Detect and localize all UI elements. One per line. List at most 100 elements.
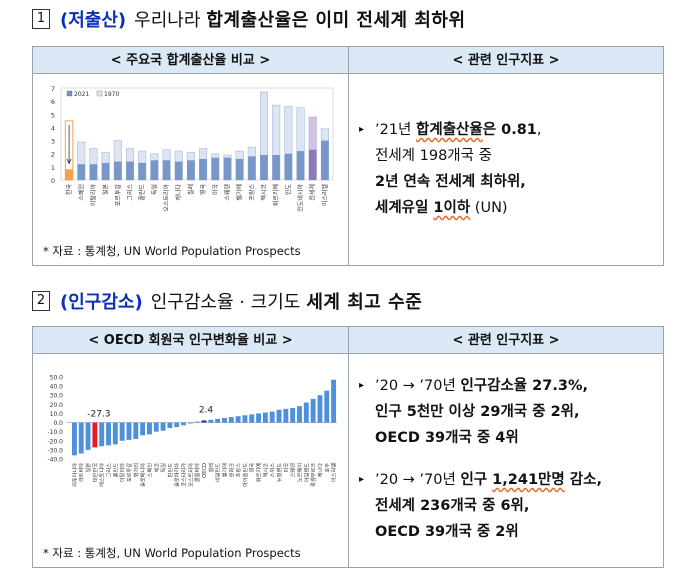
x-tick-label: 그리스 <box>126 184 134 201</box>
bar-2021 <box>235 158 244 180</box>
indicator-line: ’20 → ’70년 인구감소율 27.3%, <box>359 373 655 399</box>
x-tick-label: 코스타리카 <box>180 463 188 487</box>
bar <box>201 420 207 423</box>
indicator-line: 전세계 236개국 중 6위, <box>359 493 655 519</box>
text: OECD 39개국 중 <box>375 524 496 540</box>
bar <box>167 422 173 429</box>
bar <box>303 402 309 423</box>
x-tick-label: 그리스 <box>105 463 113 478</box>
section1-indicator: ▸ ’21년 합계출산율은 0.81, 전세계 198개국 중 2년 연속 전세… <box>359 117 655 221</box>
y-tick-label: 0 <box>51 177 55 185</box>
section2-tag: (인구감소) <box>60 292 143 313</box>
x-tick-label: 미국 <box>211 184 219 196</box>
x-tick-label: 인도네시아 <box>297 184 305 212</box>
x-tick-label: 스웨덴 <box>223 184 231 201</box>
section1-tag: (저출산) <box>60 10 127 31</box>
y-tick-label: 40.0 <box>50 384 64 391</box>
x-tick-label: 이스라엘 <box>321 184 329 207</box>
x-tick-label: 미국 <box>282 463 290 473</box>
y-tick-label: 10.0 <box>50 411 64 418</box>
x-tick-label: 폴란드 <box>112 463 119 478</box>
section2-headline: 세계 최고 수준 <box>306 292 423 313</box>
bar-2021 <box>101 162 110 180</box>
bar <box>283 408 289 423</box>
indicator-line: ’20 → ’70년 인구 1,241만명 감소, <box>359 467 655 493</box>
x-tick-label: 영국 <box>199 184 207 196</box>
x-tick-label: 노르웨이 <box>295 463 303 482</box>
x-tick-label: 튀르키예 <box>272 184 280 206</box>
bar <box>187 422 193 424</box>
x-tick-label: 룩셈부르크 <box>309 463 317 487</box>
y-tick-label: 6 <box>51 98 55 106</box>
x-tick-label: 영국 <box>248 463 256 473</box>
text: 인구 <box>460 472 493 488</box>
section1-panel: < 주요국 합계출산율 비교 > 0 1 2 3 4 5 6 7 2021 1970 한국 스페인 이탈… <box>32 46 664 266</box>
bar <box>290 407 296 423</box>
x-tick-label: 멕시코 <box>260 184 268 201</box>
x-tick-label: 폴란드 <box>139 184 146 201</box>
x-tick-label: 라트비아 <box>77 463 85 482</box>
x-tick-label: 호주 <box>324 463 331 473</box>
bar <box>242 415 248 423</box>
y-tick-label: 0.0 <box>53 420 63 427</box>
section2-indicator-header: < 관련 인구지표 > <box>349 327 663 354</box>
section1-number: 1 <box>32 9 50 29</box>
data-label: 2.4 <box>199 405 214 415</box>
bar <box>222 418 227 423</box>
indicator-line: OECD 39개국 중 2위 <box>359 519 655 545</box>
bar-2021 <box>248 156 256 180</box>
bar-2021 <box>77 164 86 180</box>
section1-indicator-column: < 관련 인구지표 > ▸ ’21년 합계출산율은 0.81, 전세계 198개… <box>349 47 663 265</box>
bar <box>160 422 166 431</box>
bar <box>174 422 180 428</box>
bar <box>228 417 234 423</box>
section2-lead: 인구감소율 · 크기도 <box>150 292 301 313</box>
text: ’21년 <box>375 122 417 138</box>
bar <box>276 409 282 423</box>
text: OECD 39개국 중 <box>375 430 496 446</box>
x-tick-label: 아이슬란드 <box>241 463 249 487</box>
x-tick-label: 이스라엘 <box>330 463 338 482</box>
bar-2021 <box>65 169 73 180</box>
x-tick-label: 오스트리아 <box>163 184 171 212</box>
bar-2021 <box>150 160 159 180</box>
y-tick-label: -40.0 <box>47 457 63 464</box>
text: 합계출산율 <box>416 122 483 138</box>
text: 감소, <box>564 472 602 488</box>
bar-2021 <box>308 149 317 180</box>
legend-label-2021: 2021 <box>74 91 89 98</box>
x-tick-label: 인도 <box>285 184 292 196</box>
text: 1이하 <box>433 200 471 216</box>
bullet-icon: ▸ <box>359 124 365 135</box>
section2-indicator-1: ▸ ’20 → ’70년 인구감소율 27.3%, 인구 5천만 이상 29개국… <box>359 373 655 451</box>
bar-2021 <box>138 162 146 180</box>
bar-2021 <box>174 161 183 180</box>
x-tick-label: 콜롬비아 <box>193 463 201 482</box>
bar <box>133 422 139 439</box>
x-tick-label: 벨기에 <box>220 463 228 478</box>
x-tick-label: 덴마크 <box>227 463 235 478</box>
x-tick-label: 독일 <box>159 463 167 473</box>
x-tick-label: 튀르키예 <box>255 463 263 482</box>
section1-chart-header: < 주요국 합계출산율 비교 > <box>33 47 348 74</box>
x-tick-label: 스위스 <box>268 463 276 478</box>
text: 4위 <box>495 430 519 446</box>
section2-number: 2 <box>32 291 50 311</box>
section1-title: 1 (저출산) 우리나라 합계출산율은 이미 전세계 최하위 <box>32 4 466 34</box>
text: 2위 <box>495 524 519 540</box>
x-tick-label: 이탈리아 <box>89 184 97 207</box>
bar-2021 <box>260 155 268 180</box>
y-tick-label: 3 <box>51 138 55 146</box>
y-tick-label: -30.0 <box>47 447 63 454</box>
x-tick-label: 일본 <box>102 184 110 196</box>
bar <box>297 406 302 423</box>
x-tick-label: 대한민국 <box>91 463 99 482</box>
data-label: -27.3 <box>87 410 110 420</box>
bar-2021 <box>223 157 232 180</box>
x-tick-label: 스웨덴 <box>289 463 297 478</box>
korea-arrow-icon <box>66 124 72 165</box>
x-tick-label: 스페인 <box>77 184 85 201</box>
x-tick-label: 헝가리 <box>132 463 140 478</box>
x-tick-label: 체코 <box>152 463 160 473</box>
text: 236개국 중 6위, <box>420 498 530 514</box>
